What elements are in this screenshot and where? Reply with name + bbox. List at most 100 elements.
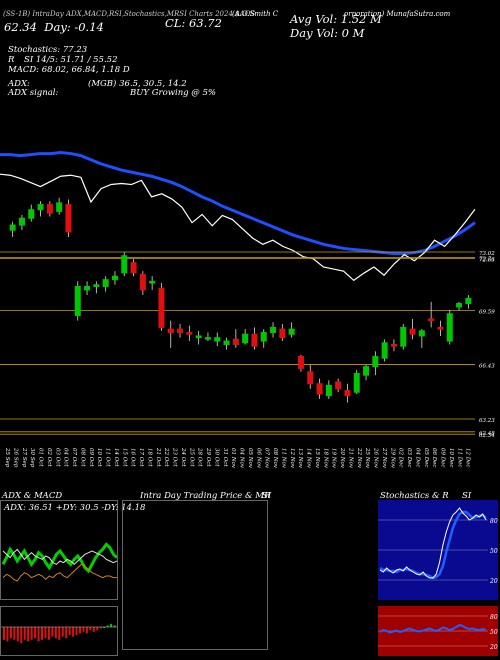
stoch-panel-title: Stochastics & R	[380, 491, 449, 501]
price-axis-label: 62.34	[479, 433, 495, 439]
candle-body	[167, 328, 174, 334]
macd-bar	[34, 627, 37, 639]
day-volume: Day Vol: 0 M	[290, 26, 365, 40]
macd-bar	[65, 627, 68, 639]
plus-di-line	[2, 548, 117, 566]
rsi-axis-label: 20	[489, 644, 498, 651]
macd-bar	[79, 627, 81, 634]
candle-body	[28, 209, 35, 219]
adx-label: ADX:	[8, 79, 30, 89]
company-name-right: orporation) MunafaSutra.com	[344, 10, 451, 18]
indicator-strip: (SS-1B) IntraDay ADX,MACD,RSI,Stochastic…	[3, 10, 256, 18]
date-label: 13 Nov	[297, 448, 303, 469]
candle-body	[446, 313, 453, 342]
candle-body	[353, 372, 360, 393]
candle-body	[437, 326, 444, 330]
stoch-axis-label: 50	[490, 548, 498, 555]
price-axis-label: 72.7a	[479, 256, 495, 262]
intraday-panel	[122, 500, 268, 650]
date-label: 11 Oct	[105, 448, 111, 467]
candle-body	[325, 384, 332, 397]
candle-body	[111, 275, 118, 281]
macd-bar	[13, 627, 16, 640]
candle-body	[195, 335, 202, 339]
date-label: 24 Oct	[180, 447, 186, 467]
macd-bar	[3, 627, 5, 640]
ticker-close: 62.34 Day: -0.14	[4, 20, 104, 34]
date-label: 28 Oct	[197, 447, 203, 467]
macd-bar	[92, 627, 95, 632]
candle-body	[363, 366, 370, 376]
candle-body	[344, 390, 351, 397]
date-label: 30 Sep	[29, 448, 35, 468]
date-label: 10 Dec	[448, 448, 454, 468]
adx-panel-title: ADX & MACD	[2, 491, 63, 501]
macd-bar	[20, 627, 23, 643]
candle-body	[158, 287, 165, 328]
macd-bar	[106, 625, 109, 627]
date-label: 07 Oct	[71, 448, 77, 467]
date-label: 16 Oct	[130, 448, 136, 467]
macd-bar	[47, 627, 50, 640]
date-label: 22 Nov	[356, 447, 362, 469]
intraday-si-label: SI	[262, 491, 272, 501]
candle-body	[297, 355, 304, 369]
date-label: 21 Oct	[155, 447, 161, 467]
date-label: 09 Oct	[88, 448, 94, 467]
price-axis-label: 69.59	[479, 310, 495, 316]
candle-body	[130, 262, 137, 274]
candle-body	[37, 204, 44, 211]
candle-body	[149, 280, 156, 284]
candle-body	[223, 340, 230, 345]
adx-panel	[0, 500, 118, 600]
macd-bar	[82, 627, 85, 632]
macd-bar	[54, 627, 57, 639]
date-label: 25 Nov	[364, 447, 370, 469]
candle-body	[242, 333, 249, 344]
day-change: Day: -0.14	[44, 20, 104, 34]
candle-body	[9, 224, 16, 231]
date-label: 17 Oct	[138, 448, 144, 467]
macd-bar	[68, 627, 71, 635]
date-label: 15 Oct	[121, 448, 127, 467]
candle-body	[232, 338, 239, 345]
macd-panel	[0, 606, 118, 656]
si-readout: SI 14/5: 51.71 / 55.52	[24, 55, 118, 65]
macd-bar	[110, 623, 113, 627]
candle-body	[84, 285, 91, 291]
candle-body	[46, 204, 53, 214]
rsi-line	[379, 623, 487, 634]
macd-bar	[30, 627, 33, 640]
macd-bar	[72, 627, 75, 637]
rsi-axis-label: 80	[490, 614, 498, 621]
intraday-panel-title: Intra Day Trading Price & MR	[140, 491, 271, 501]
date-label: 15 Nov	[314, 448, 320, 469]
date-label: 07 Nov	[264, 448, 270, 469]
date-label: 05 Nov	[247, 448, 253, 469]
price-axis-label: 73.02	[479, 251, 495, 257]
candle-body	[56, 202, 63, 212]
candle-body	[186, 332, 193, 335]
macd-readout: MACD: 68.02, 66.84, 1.18 D	[8, 65, 130, 75]
avg-volume: Avg Vol: 1.52 M	[290, 12, 382, 26]
price-line	[0, 173, 476, 282]
candle-body	[335, 381, 342, 390]
candle-body	[400, 326, 407, 347]
price-axis-label: 72.65	[479, 257, 495, 263]
date-label: 31 Oct	[222, 448, 228, 467]
price-axis-label: 66.43	[479, 363, 495, 369]
macd-bar	[9, 627, 12, 639]
date-label: 04 Oct	[63, 448, 69, 467]
date-label: 14 Oct	[113, 448, 119, 467]
date-label: 04 Dec	[414, 448, 420, 468]
candle-body	[465, 297, 472, 305]
candle-body	[372, 355, 379, 368]
date-label: 19 Nov	[331, 448, 337, 469]
date-label: 02 Dec	[398, 448, 404, 468]
candle-body	[74, 285, 81, 316]
date-label: 25 Sep	[4, 447, 10, 468]
date-label: 26 Sep	[12, 447, 18, 468]
macd-bar	[41, 627, 43, 640]
date-label: 12 Nov	[289, 448, 295, 469]
